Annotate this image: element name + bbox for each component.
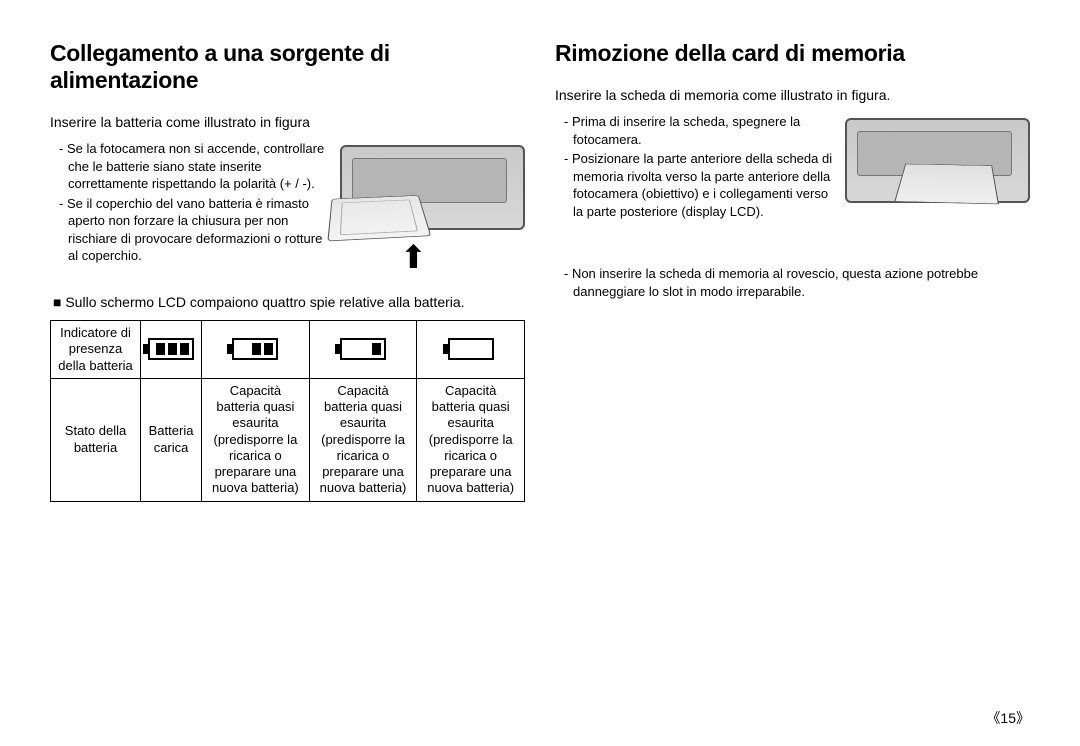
left-intro-text: Inserire la batteria come illustrato in … xyxy=(50,114,525,130)
table-row: Indicatore di presenza della batteria xyxy=(51,321,525,379)
battery-icon-cell xyxy=(309,321,417,379)
right-detail-row: - Prima di inserire la scheda, spegnere … xyxy=(555,113,1030,243)
manual-page: Collegamento a una sorgente di alimentaz… xyxy=(0,0,1080,746)
battery-two-thirds-icon xyxy=(232,338,278,360)
battery-shape xyxy=(327,195,431,241)
list-item: - Non inserire la scheda di memoria al r… xyxy=(573,265,1030,300)
right-bullet-list-continued: - Non inserire la scheda di memoria al r… xyxy=(555,265,1030,300)
table-cell: Batteria carica xyxy=(141,378,202,501)
left-column: Collegamento a una sorgente di alimentaz… xyxy=(50,40,525,502)
table-row: Stato della batteria Batteria carica Cap… xyxy=(51,378,525,501)
list-item: - Prima di inserire la scheda, spegnere … xyxy=(573,113,833,148)
battery-empty-icon xyxy=(448,338,494,360)
row-header: Indicatore di presenza della batteria xyxy=(51,321,141,379)
up-arrow-icon: ⬆ xyxy=(400,238,427,276)
left-bullet-list: - Se la fotocamera non si accende, contr… xyxy=(50,140,328,270)
two-column-layout: Collegamento a una sorgente di alimentaz… xyxy=(50,40,1030,502)
table-cell: Capacità batteria quasi esaurita (predis… xyxy=(417,378,525,501)
table-cell: Capacità batteria quasi esaurita (predis… xyxy=(202,378,310,501)
page-number: 《15》 xyxy=(986,708,1030,728)
memory-card-shape xyxy=(894,164,999,205)
lcd-note-text: ■ Sullo schermo LCD compaiono quattro sp… xyxy=(50,294,525,310)
list-item: - Posizionare la parte anteriore della s… xyxy=(573,150,833,220)
right-intro-text: Inserire la scheda di memoria come illus… xyxy=(555,87,1030,103)
left-heading: Collegamento a una sorgente di alimentaz… xyxy=(50,40,525,94)
left-detail-row: - Se la fotocamera non si accende, contr… xyxy=(50,140,525,270)
battery-icon-cell xyxy=(417,321,525,379)
table-cell: Capacità batteria quasi esaurita (predis… xyxy=(309,378,417,501)
row-header: Stato della batteria xyxy=(51,378,141,501)
right-heading: Rimozione della card di memoria xyxy=(555,40,1030,67)
battery-full-icon xyxy=(148,338,194,360)
battery-icon-cell xyxy=(202,321,310,379)
battery-insert-illustration: ⬆ xyxy=(340,140,525,270)
battery-one-third-icon xyxy=(340,338,386,360)
list-item: - Se la fotocamera non si accende, contr… xyxy=(68,140,328,193)
right-bullet-list: - Prima di inserire la scheda, spegnere … xyxy=(555,113,833,243)
battery-indicator-table: Indicatore di presenza della batteria xyxy=(50,320,525,502)
battery-icon-cell xyxy=(141,321,202,379)
list-item: - Se il coperchio del vano batteria è ri… xyxy=(68,195,328,265)
memorycard-insert-illustration xyxy=(845,113,1030,243)
right-column: Rimozione della card di memoria Inserire… xyxy=(555,40,1030,502)
